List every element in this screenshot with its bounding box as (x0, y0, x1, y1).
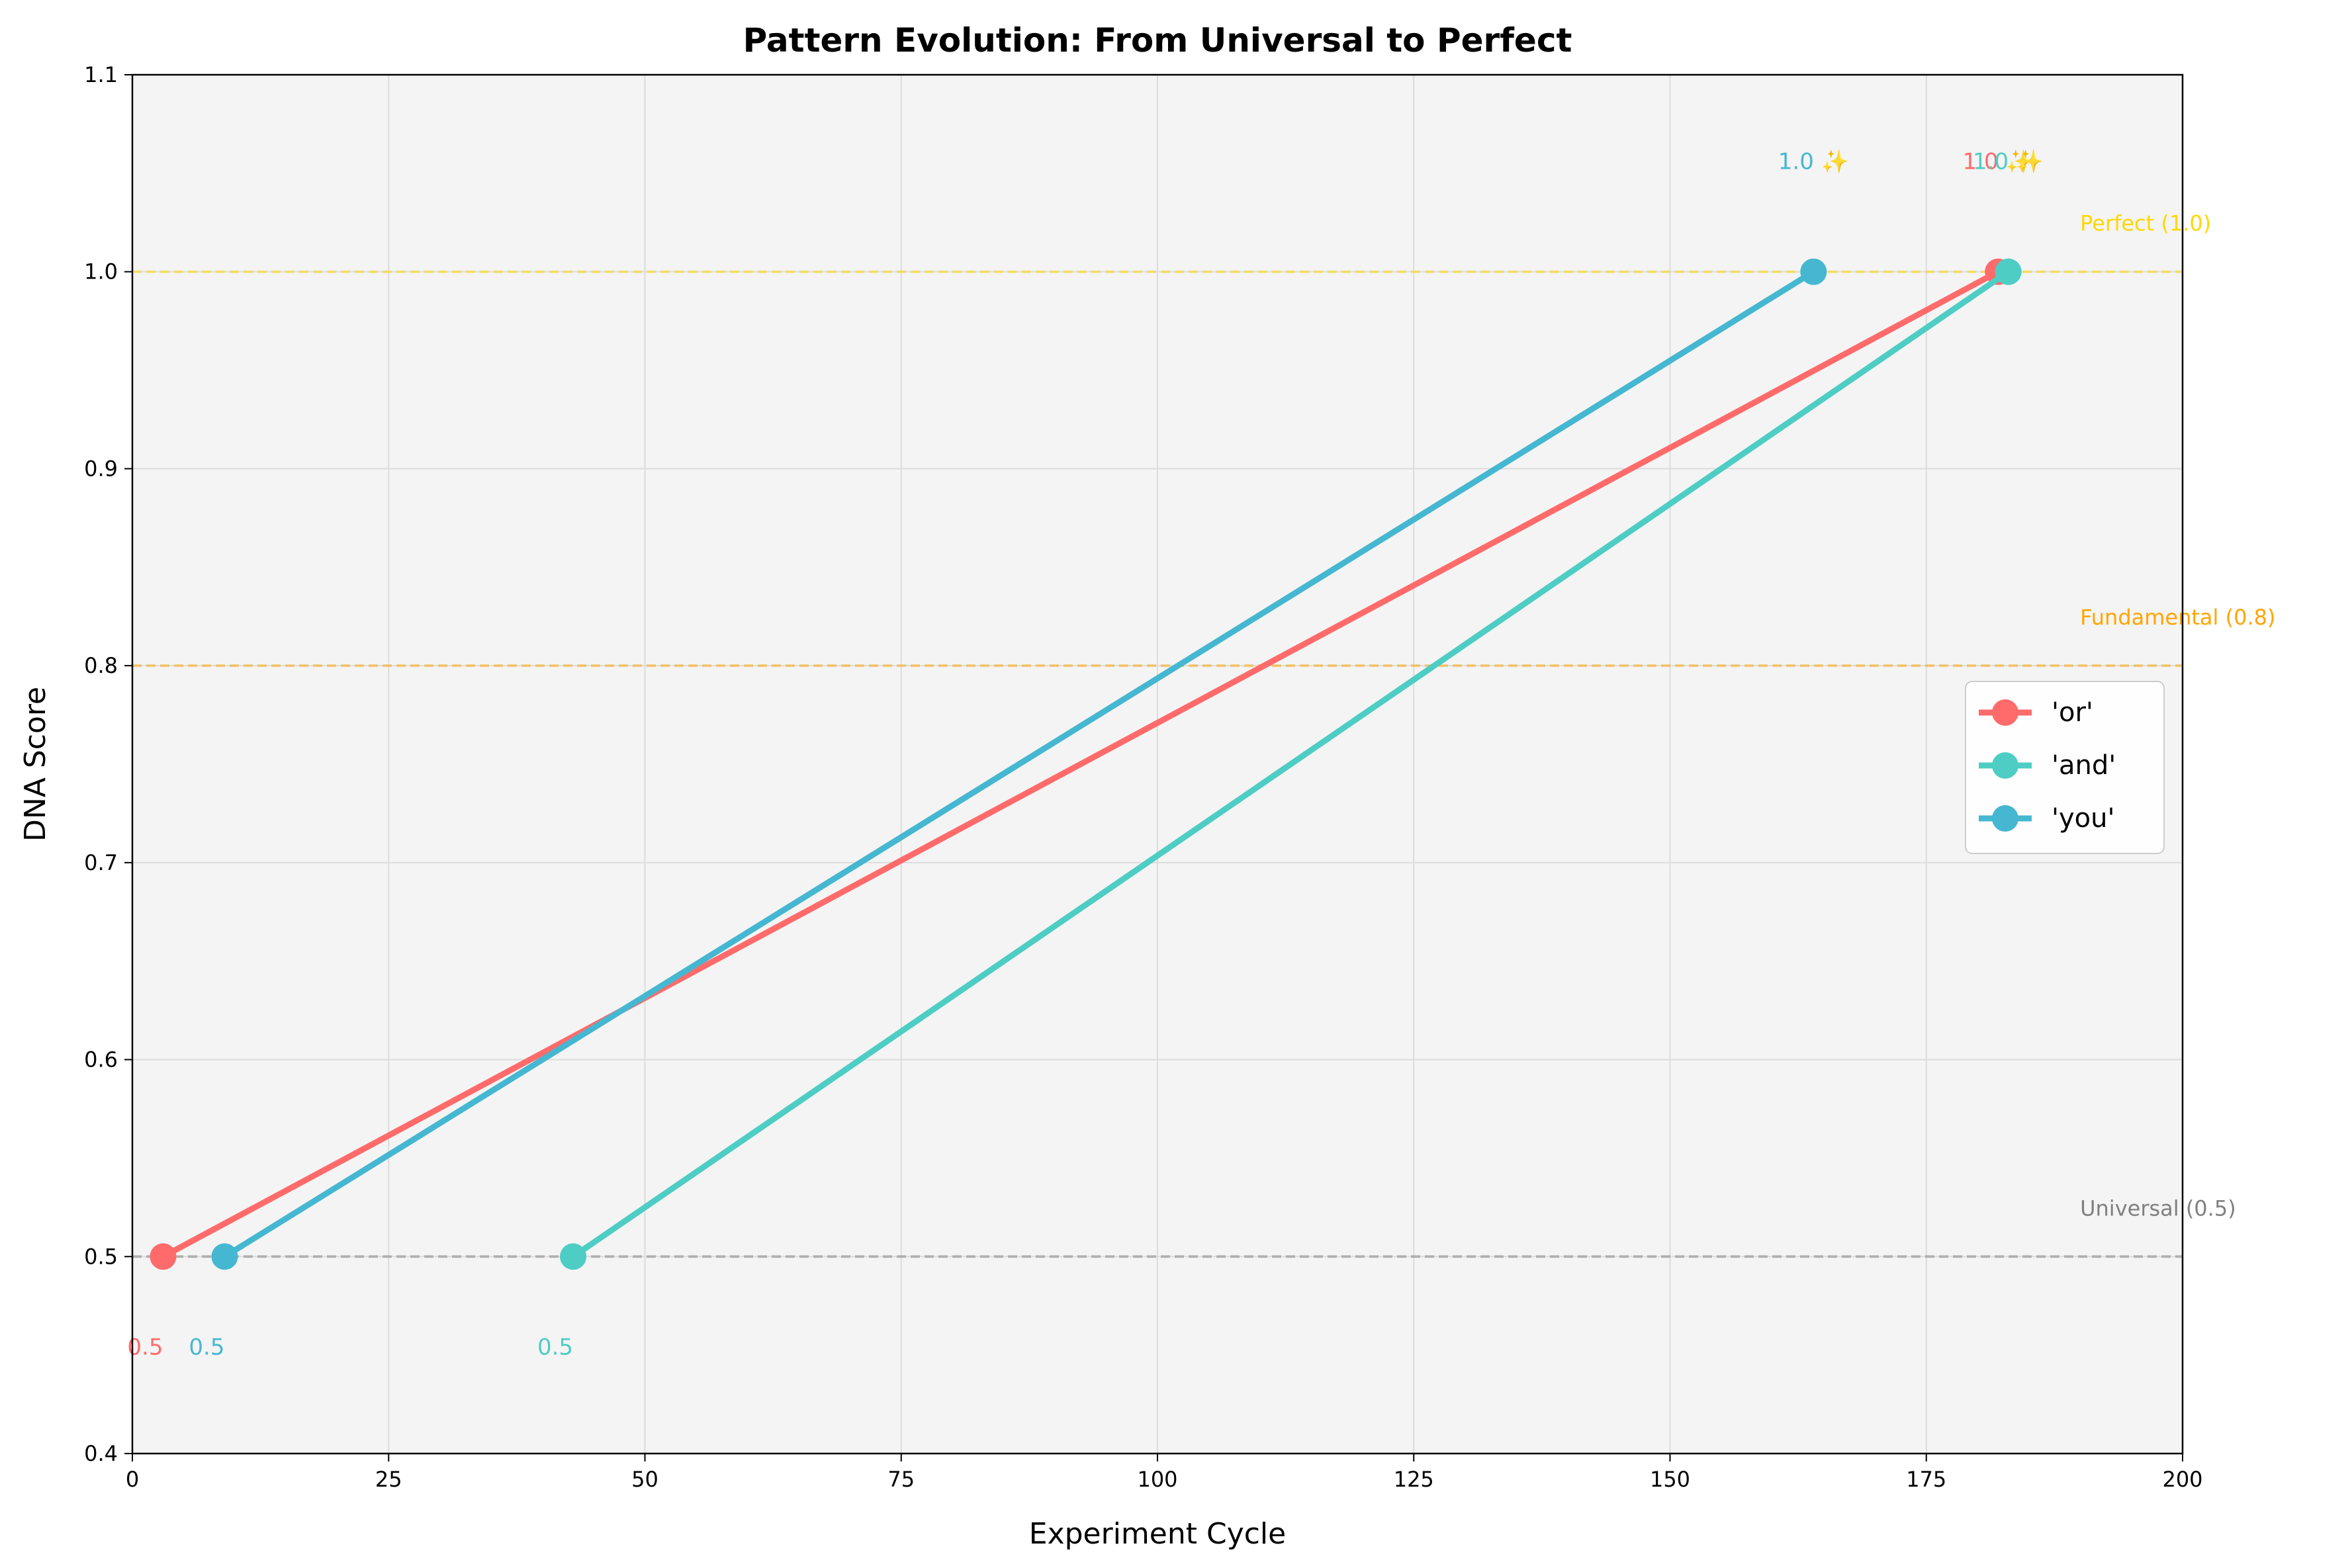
chart-title: Pattern Evolution: From Universal to Per… (743, 21, 1572, 60)
y-tick-label: 0.5 (84, 1244, 118, 1269)
y-tick-label: 0.8 (84, 653, 118, 678)
legend-label: 'or' (2052, 697, 2093, 728)
y-tick-label: 1.1 (84, 62, 118, 87)
start-value-label: 0.5 (189, 1334, 224, 1360)
x-tick-label: 50 (631, 1467, 658, 1492)
point-labels: 0.5 1.0 ✨ 0.5 1.0 ✨ 0.5 1.0 ✨ (127, 149, 2044, 1361)
series-line (159, 269, 2001, 1260)
end-value-label: 1.0 ✨ (1778, 149, 1849, 175)
x-tick-label: 125 (1394, 1467, 1434, 1492)
data-point (150, 1243, 177, 1270)
y-tick-label: 0.9 (84, 456, 118, 481)
legend-label: 'and' (2052, 750, 2116, 781)
y-tick-label: 0.7 (84, 850, 118, 875)
data-point (1995, 258, 2022, 285)
x-axis-label: Experiment Cycle (1029, 1517, 1286, 1551)
y-tick-label: 0.6 (84, 1047, 118, 1072)
x-tick-label: 200 (2162, 1467, 2202, 1492)
ticks: 0 25 50 75 100 125 150 175 200 0.4 0.5 0.6 0.7 0.8 0.9… (84, 62, 2202, 1492)
end-value-label: 1.0 ✨ (1973, 149, 2044, 175)
reference-lines: Perfect (1.0) Fundamental (0.8) Universal … (132, 211, 2275, 1258)
x-tick-label: 25 (375, 1467, 402, 1492)
legend-marker (1992, 752, 2018, 779)
end-value-label: 1.0 ✨ (1963, 149, 2034, 175)
reference-line-label: Fundamental (0.8) (2080, 605, 2275, 630)
series (150, 258, 2022, 1270)
data-point (211, 1243, 238, 1270)
x-tick-label: 0 (126, 1467, 139, 1492)
data-point (560, 1243, 587, 1270)
reference-line-label: Perfect (1.0) (2080, 211, 2211, 236)
y-tick-label: 1.0 (84, 259, 118, 284)
legend-marker (1992, 699, 2018, 726)
x-tick-label: 175 (1906, 1467, 1946, 1492)
series-line (221, 269, 1817, 1260)
reference-line-label: Universal (0.5) (2080, 1196, 2236, 1221)
series-line (570, 269, 2012, 1260)
legend: 'or' 'and' 'you' (1965, 681, 2165, 854)
legend-label: 'you' (2052, 803, 2115, 834)
legend-marker (1992, 805, 2018, 832)
x-tick-label: 150 (1650, 1467, 1690, 1492)
data-point (1800, 258, 1827, 285)
start-value-label: 0.5 (537, 1334, 573, 1360)
y-axis-label: DNA Score (19, 687, 52, 842)
y-tick-label: 0.4 (84, 1441, 118, 1466)
x-tick-label: 75 (887, 1467, 915, 1492)
x-tick-label: 100 (1137, 1467, 1177, 1492)
start-value-label: 0.5 (127, 1334, 163, 1360)
